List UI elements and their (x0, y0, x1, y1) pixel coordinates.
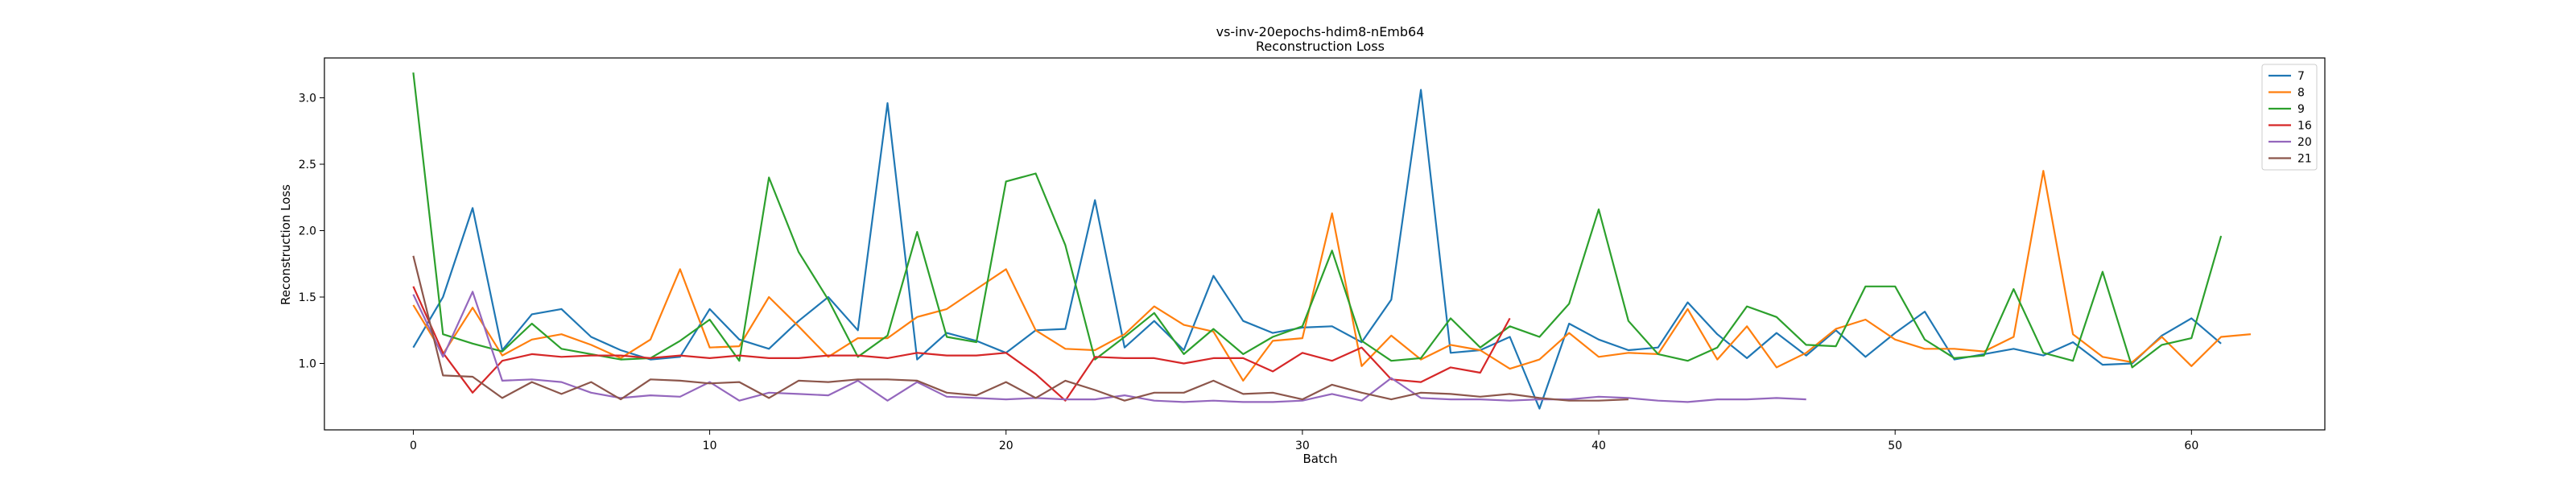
axis-ticks: 0 10 20 30 40 50 60 1.0 1.5 2.0 2.5 3.0 (299, 93, 2199, 453)
x-tick-label: 10 (703, 440, 717, 452)
x-tick-label: 20 (999, 440, 1013, 452)
y-tick-label: 1.5 (299, 291, 316, 304)
series-lines (412, 72, 2252, 410)
y-tick-label: 2.5 (299, 159, 316, 171)
legend-label-16: 16 (2297, 120, 2312, 133)
chart-subtitle: Reconstruction Loss (1256, 39, 1385, 54)
legend: 7 8 9 16 20 21 (2261, 64, 2318, 171)
legend-label-21: 21 (2297, 153, 2312, 166)
legend-label-20: 20 (2297, 136, 2312, 149)
x-tick-label: 50 (1888, 440, 1902, 452)
legend-label-9: 9 (2297, 103, 2305, 116)
chart-title: vs-inv-20epochs-hdim8-nEmb64 (1216, 24, 1425, 39)
series-line-8 (412, 170, 2252, 382)
y-tick-label: 2.0 (299, 225, 316, 238)
x-tick-label: 60 (2184, 440, 2198, 452)
series-line-7 (412, 89, 2222, 410)
x-tick-label: 0 (410, 440, 417, 452)
y-tick-label: 3.0 (299, 93, 316, 105)
series-line-9 (412, 72, 2223, 369)
legend-box (2261, 64, 2318, 171)
x-axis-label: Batch (1302, 452, 1337, 466)
legend-label-8: 8 (2297, 87, 2305, 100)
x-tick-label: 30 (1295, 440, 1310, 452)
series-line-16 (412, 286, 1511, 402)
y-axis-label: Reconstruction Loss (279, 184, 293, 305)
x-tick-label: 40 (1591, 440, 1606, 452)
legend-label-7: 7 (2297, 70, 2305, 83)
y-tick-label: 1.0 (299, 358, 316, 371)
plot-area (324, 57, 2326, 431)
series-line-21 (412, 255, 1629, 402)
plot-frame (324, 57, 2326, 431)
series-line-20 (412, 291, 1806, 403)
